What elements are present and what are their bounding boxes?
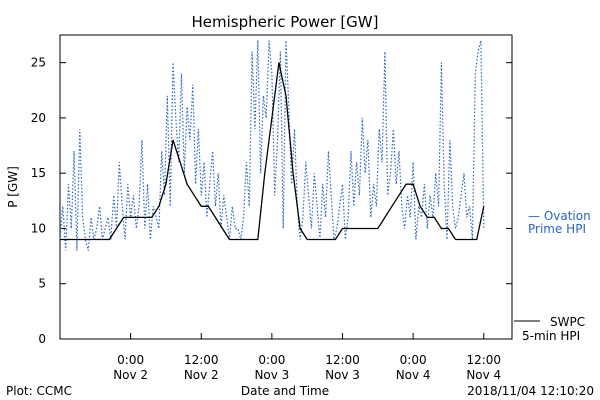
series-line-0	[59, 40, 485, 251]
y-tick-label-1: 5	[38, 277, 46, 291]
legend-swpc-line1: SWPC	[550, 315, 585, 329]
series-line-1	[60, 62, 485, 241]
footer-plot-source: Plot: CCMC	[6, 384, 72, 398]
x-tick-date-3: Nov 3	[325, 368, 360, 382]
x-tick-date-0: Nov 2	[113, 368, 148, 382]
x-tick-time-5: 12:00	[466, 353, 501, 367]
y-tick-label-5: 25	[31, 56, 46, 70]
y-tick-label-2: 10	[31, 221, 46, 235]
legend-ovation-line2: Prime HPI	[528, 222, 586, 236]
y-axis-label: P [GW]	[6, 166, 20, 208]
x-tick-date-5: Nov 4	[466, 368, 501, 382]
y-tick-label-3: 15	[31, 166, 46, 180]
x-tick-date-4: Nov 4	[396, 368, 431, 382]
x-axis-label: Date and Time	[241, 384, 329, 398]
chart-title: Hemispheric Power [GW]	[192, 13, 379, 31]
footer-timestamp: 2018/11/04 12:10:20	[467, 384, 594, 398]
x-tick-time-3: 12:00	[325, 353, 360, 367]
legend-swpc-line2: 5-min HPI	[522, 329, 580, 343]
legend-ovation-line1: — Ovation	[528, 209, 591, 223]
y-tick-label-4: 20	[31, 111, 46, 125]
x-tick-time-2: 0:00	[258, 353, 285, 367]
x-tick-date-2: Nov 3	[254, 368, 289, 382]
y-tick-label-0: 0	[38, 332, 46, 346]
legend: — Ovation Prime HPI SWPC 5-min HPI	[514, 209, 591, 343]
x-tick-date-1: Nov 2	[184, 368, 219, 382]
series-layer	[59, 40, 485, 251]
y-axis: 0 5 10 15 20 25	[31, 56, 512, 346]
x-tick-time-4: 0:00	[400, 353, 427, 367]
x-tick-time-0: 0:00	[117, 353, 144, 367]
plot-frame	[59, 34, 513, 340]
x-tick-time-1: 12:00	[184, 353, 219, 367]
